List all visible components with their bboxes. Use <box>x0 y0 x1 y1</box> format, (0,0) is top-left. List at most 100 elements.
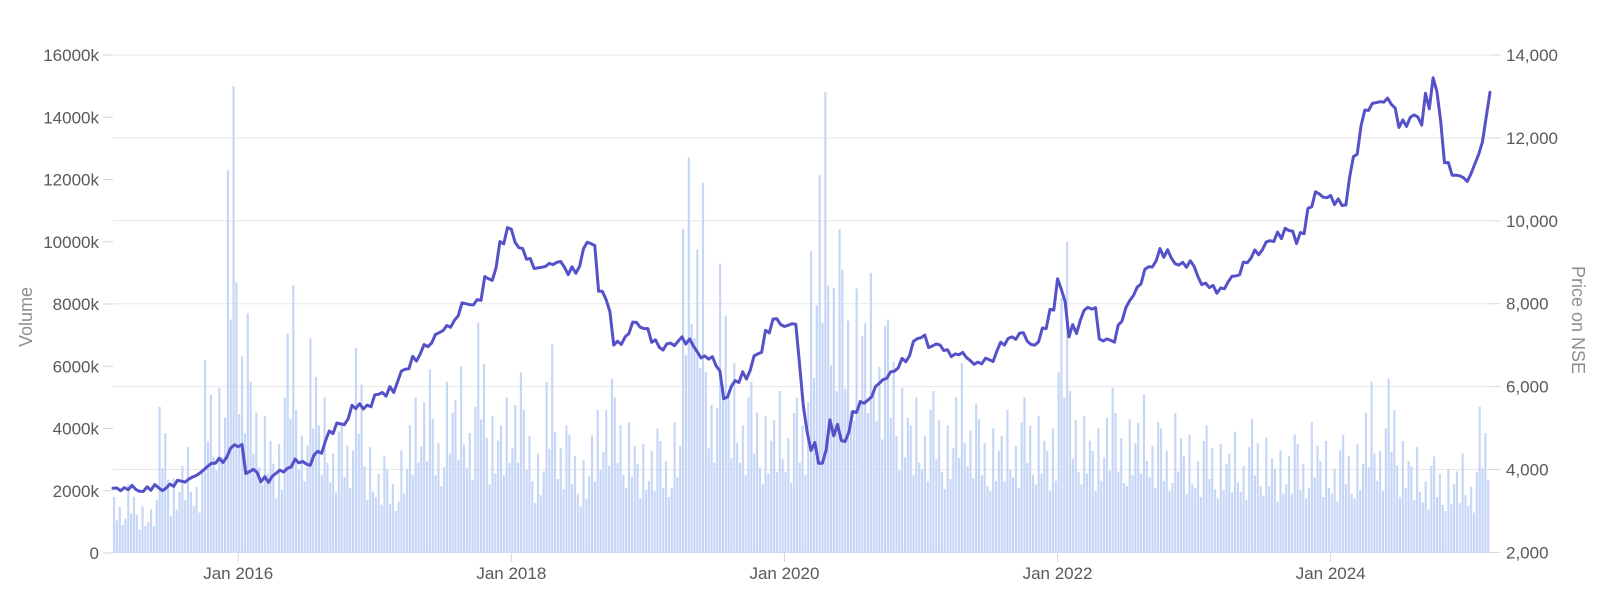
volume-bar[interactable] <box>388 504 392 553</box>
volume-bar[interactable] <box>201 472 204 553</box>
volume-bar[interactable] <box>525 469 528 553</box>
volume-bar[interactable] <box>209 394 212 553</box>
volume-bar[interactable] <box>1364 412 1367 553</box>
volume-bar[interactable] <box>955 397 958 553</box>
volume-bar[interactable] <box>1185 493 1188 553</box>
volume-bar[interactable] <box>872 390 875 553</box>
volume-bar[interactable] <box>420 446 423 553</box>
volume-bar[interactable] <box>1390 451 1393 553</box>
volume-bar[interactable] <box>491 416 494 553</box>
volume-bar[interactable] <box>545 381 548 553</box>
volume-bar[interactable] <box>232 86 235 553</box>
volume-bar[interactable] <box>795 397 798 553</box>
volume-bar[interactable] <box>423 402 426 553</box>
volume-bar[interactable] <box>312 428 315 553</box>
volume-bar[interactable] <box>223 417 227 553</box>
volume-bar[interactable] <box>1433 456 1436 553</box>
volume-bar[interactable] <box>1125 486 1128 553</box>
volume-bar[interactable] <box>645 489 648 553</box>
volume-bar[interactable] <box>1208 478 1211 553</box>
volume-bar[interactable] <box>1359 489 1362 553</box>
volume-bar[interactable] <box>972 478 975 553</box>
volume-bar[interactable] <box>966 466 969 553</box>
volume-bar[interactable] <box>440 486 443 553</box>
volume-bar[interactable] <box>1441 504 1444 553</box>
volume-bar[interactable] <box>568 434 571 553</box>
volume-bar[interactable] <box>431 419 434 553</box>
volume-bar[interactable] <box>1484 433 1487 553</box>
volume-bar[interactable] <box>314 376 318 553</box>
volume-bar[interactable] <box>864 323 867 553</box>
volume-bar[interactable] <box>1177 471 1180 553</box>
volume-bar[interactable] <box>522 409 525 553</box>
volume-bar[interactable] <box>118 507 121 553</box>
volume-bar[interactable] <box>1071 459 1074 553</box>
volume-bar[interactable] <box>1108 470 1111 553</box>
volume-bar[interactable] <box>1322 496 1325 553</box>
volume-bar[interactable] <box>437 443 440 553</box>
volume-bar[interactable] <box>1296 444 1299 553</box>
volume-bar[interactable] <box>770 440 773 553</box>
volume-bar[interactable] <box>983 443 986 553</box>
volume-bar[interactable] <box>1205 425 1208 553</box>
volume-bar[interactable] <box>425 461 429 553</box>
volume-bar[interactable] <box>238 413 241 553</box>
volume-bar[interactable] <box>1444 510 1447 553</box>
volume-bar[interactable] <box>132 496 136 553</box>
volume-bar[interactable] <box>727 397 730 553</box>
volume-bar[interactable] <box>884 325 887 553</box>
volume-bar[interactable] <box>286 333 289 553</box>
volume-bar[interactable] <box>155 500 158 553</box>
volume-bar[interactable] <box>559 448 562 553</box>
volume-bar[interactable] <box>841 269 844 553</box>
volume-bar[interactable] <box>733 363 736 553</box>
volume-bar[interactable] <box>1151 445 1154 553</box>
volume-bar[interactable] <box>1339 450 1342 553</box>
volume-bar[interactable] <box>1159 428 1163 554</box>
volume-bar[interactable] <box>320 475 323 553</box>
volume-bar[interactable] <box>898 470 901 553</box>
volume-bar[interactable] <box>1080 484 1083 553</box>
volume-bar[interactable] <box>639 498 642 553</box>
volume-bar[interactable] <box>940 472 944 553</box>
volume-bar[interactable] <box>1447 468 1450 553</box>
volume-bar[interactable] <box>269 440 272 553</box>
volume-bar[interactable] <box>243 433 247 553</box>
volume-bar[interactable] <box>920 469 924 553</box>
volume-bar[interactable] <box>773 420 776 553</box>
volume-bar[interactable] <box>124 518 127 553</box>
volume-bar[interactable] <box>562 489 565 553</box>
volume-bar[interactable] <box>1157 422 1160 553</box>
volume-bar[interactable] <box>263 416 266 553</box>
volume-bar[interactable] <box>374 497 377 553</box>
volume-bar[interactable] <box>1427 509 1430 553</box>
volume-bar[interactable] <box>818 175 821 553</box>
volume-bar[interactable] <box>195 486 198 553</box>
volume-bar[interactable] <box>909 425 912 553</box>
volume-bar[interactable] <box>1347 456 1350 553</box>
volume-bar[interactable] <box>1068 391 1072 553</box>
volume-bar[interactable] <box>1356 444 1359 553</box>
volume-bar[interactable] <box>1029 425 1032 553</box>
volume-bar[interactable] <box>682 228 685 553</box>
volume-bar[interactable] <box>923 435 926 553</box>
volume-bar[interactable] <box>1313 477 1316 553</box>
volume-bar[interactable] <box>397 501 400 553</box>
volume-bar[interactable] <box>605 410 608 553</box>
volume-bar[interactable] <box>573 456 577 553</box>
volume-bar[interactable] <box>693 338 696 553</box>
volume-bar[interactable] <box>1453 484 1456 553</box>
volume-bar[interactable] <box>1012 477 1015 553</box>
volume-bar[interactable] <box>792 412 796 553</box>
volume-bar[interactable] <box>977 419 981 553</box>
volume-bar[interactable] <box>810 251 813 553</box>
volume-bar[interactable] <box>317 425 320 553</box>
volume-bar[interactable] <box>1242 466 1245 553</box>
volume-bar[interactable] <box>1049 490 1052 553</box>
volume-bar[interactable] <box>676 477 679 553</box>
volume-bar[interactable] <box>881 439 884 553</box>
volume-bar[interactable] <box>585 498 588 553</box>
volume-bar[interactable] <box>596 409 599 553</box>
volume-bar[interactable] <box>1066 241 1069 553</box>
